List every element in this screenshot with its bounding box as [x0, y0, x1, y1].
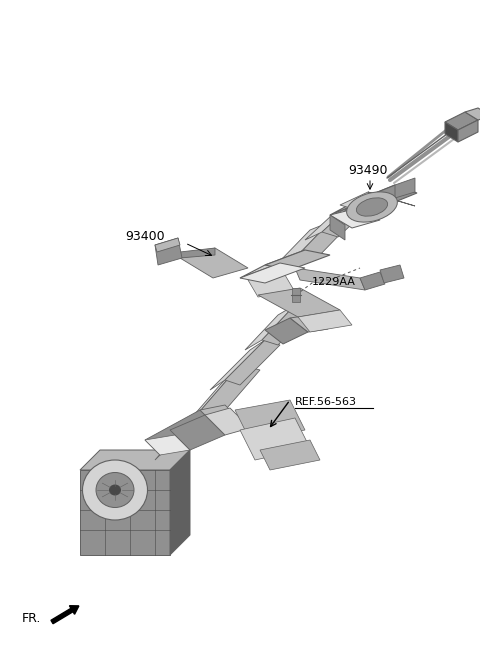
- Polygon shape: [180, 248, 215, 258]
- Polygon shape: [445, 122, 458, 142]
- Polygon shape: [295, 268, 365, 290]
- Polygon shape: [260, 440, 320, 470]
- Text: 93400: 93400: [125, 230, 165, 243]
- Polygon shape: [322, 208, 364, 237]
- Polygon shape: [290, 315, 328, 332]
- FancyArrow shape: [51, 605, 79, 624]
- Polygon shape: [465, 108, 480, 120]
- Polygon shape: [205, 408, 250, 435]
- Polygon shape: [445, 112, 478, 130]
- Polygon shape: [210, 340, 265, 390]
- Polygon shape: [145, 435, 190, 455]
- Polygon shape: [278, 222, 330, 263]
- Polygon shape: [145, 410, 215, 455]
- Polygon shape: [170, 415, 225, 450]
- Polygon shape: [298, 222, 347, 260]
- Polygon shape: [358, 185, 417, 208]
- Polygon shape: [155, 365, 240, 460]
- Polygon shape: [175, 365, 260, 445]
- Ellipse shape: [83, 460, 147, 520]
- Polygon shape: [360, 272, 385, 290]
- Polygon shape: [305, 208, 348, 240]
- Text: REF.56-563: REF.56-563: [295, 397, 357, 407]
- Ellipse shape: [356, 198, 388, 216]
- Polygon shape: [155, 238, 180, 252]
- Polygon shape: [265, 318, 308, 344]
- Polygon shape: [200, 405, 240, 425]
- Polygon shape: [330, 215, 345, 240]
- Text: FR.: FR.: [22, 611, 41, 625]
- Polygon shape: [225, 340, 280, 385]
- Polygon shape: [80, 470, 170, 555]
- Polygon shape: [248, 275, 295, 297]
- Polygon shape: [170, 450, 190, 555]
- Polygon shape: [395, 178, 415, 198]
- Text: 1229AA: 1229AA: [312, 277, 356, 287]
- Polygon shape: [292, 288, 300, 302]
- Polygon shape: [265, 250, 330, 270]
- Polygon shape: [458, 120, 478, 142]
- Polygon shape: [80, 450, 190, 470]
- Polygon shape: [155, 238, 182, 265]
- Polygon shape: [330, 208, 380, 228]
- Ellipse shape: [109, 485, 121, 495]
- Polygon shape: [298, 310, 352, 332]
- Polygon shape: [262, 305, 312, 345]
- Polygon shape: [235, 400, 305, 440]
- Polygon shape: [258, 288, 340, 317]
- Polygon shape: [368, 192, 415, 206]
- Polygon shape: [340, 192, 395, 213]
- Polygon shape: [330, 185, 395, 215]
- Text: 93490: 93490: [348, 163, 388, 176]
- Polygon shape: [240, 263, 305, 283]
- Polygon shape: [180, 248, 248, 278]
- Ellipse shape: [96, 472, 134, 508]
- Polygon shape: [380, 265, 404, 283]
- Ellipse shape: [347, 192, 397, 222]
- Polygon shape: [245, 305, 295, 350]
- Polygon shape: [240, 418, 310, 460]
- Polygon shape: [240, 250, 305, 278]
